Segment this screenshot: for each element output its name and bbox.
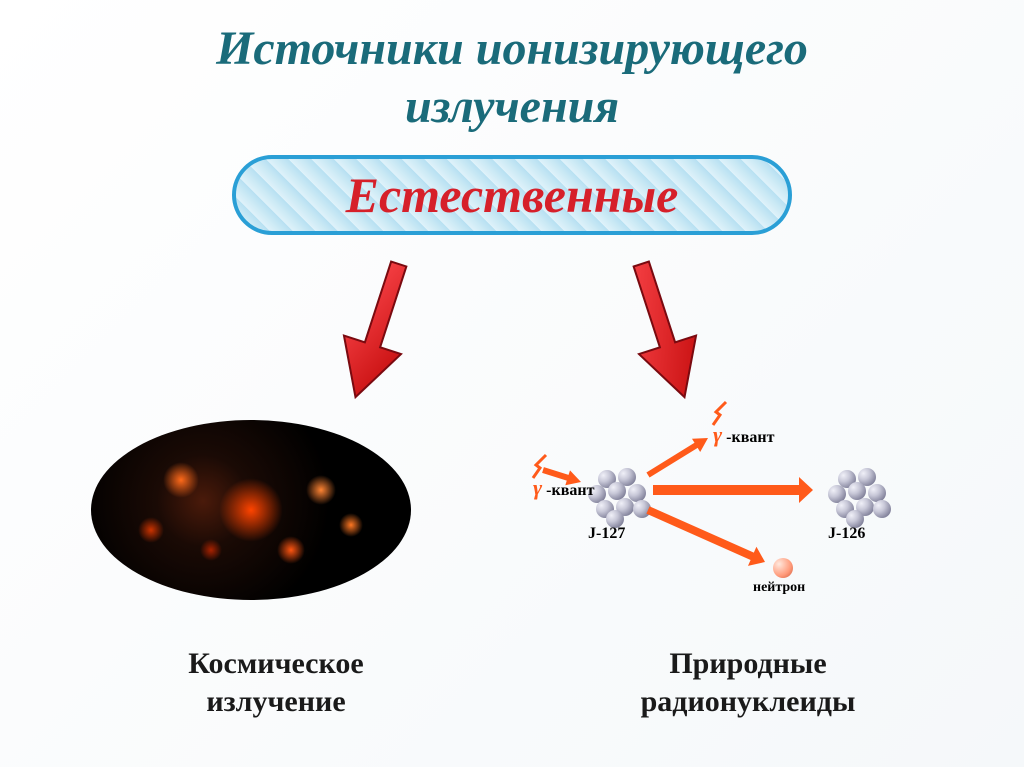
flare-icon	[339, 513, 363, 537]
gamma-zigzag-icon	[528, 453, 558, 483]
radionuclide-diagram: J-127J-126нейтронγ -квантγ -квант	[513, 420, 933, 600]
flare-icon	[219, 478, 283, 542]
slide-title: Источники ионизирующего излучения	[0, 0, 1024, 135]
content-row: J-127J-126нейтронγ -квантγ -квант	[0, 405, 1024, 615]
captions-row: Космическое излучение Природные радионук…	[0, 615, 1024, 720]
radionuclide-caption: Природные радионуклеиды	[558, 645, 938, 720]
badge-text: Естественные	[346, 166, 679, 224]
flare-icon	[138, 517, 164, 543]
cosmic-caption: Космическое излучение	[86, 645, 466, 720]
flare-icon	[277, 536, 305, 564]
title-line1: Источники ионизирующего	[0, 20, 1024, 78]
title-line2: излучения	[0, 78, 1024, 136]
gamma-zigzag-icon	[708, 400, 738, 430]
cosmic-radiation-image	[91, 420, 411, 600]
arrow-row	[0, 235, 1024, 405]
arrow-right-icon	[620, 245, 740, 405]
flare-icon	[163, 462, 199, 498]
flare-icon	[200, 539, 222, 561]
flare-icon	[306, 475, 336, 505]
arrow-left-icon	[300, 245, 420, 405]
category-badge: Естественные	[232, 155, 792, 235]
